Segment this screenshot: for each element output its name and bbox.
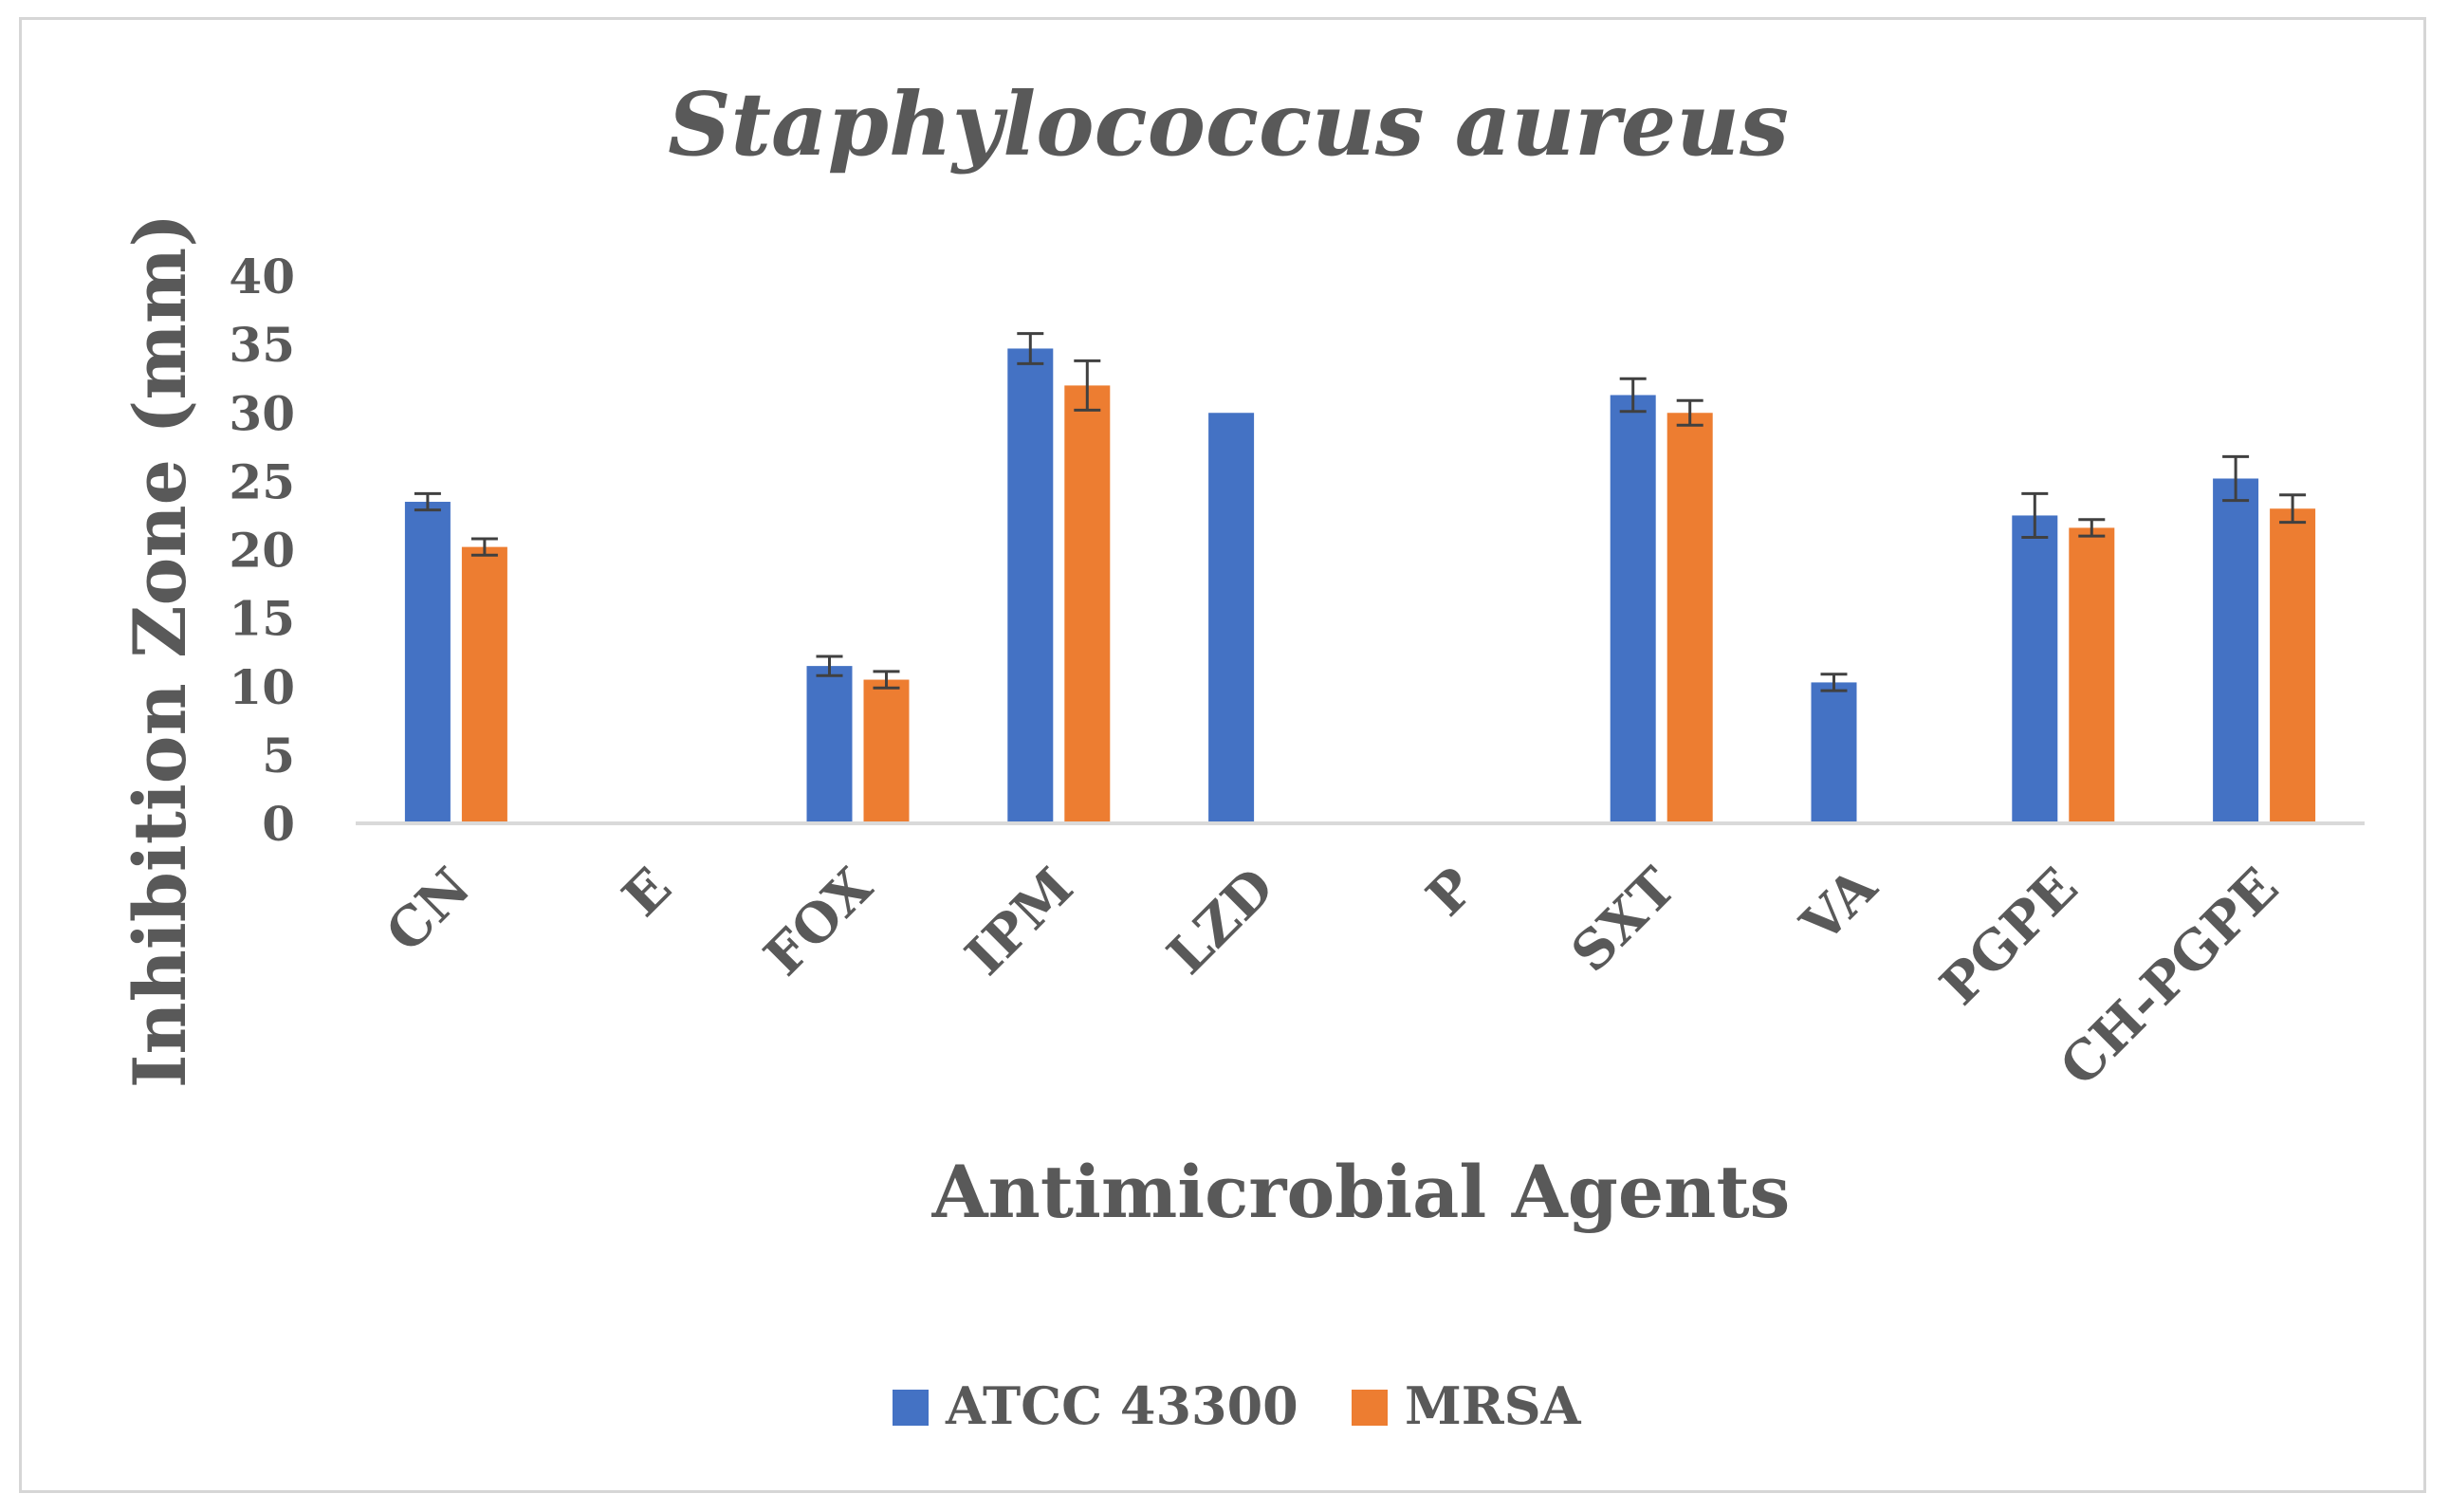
error-bar-atcc-43300-fox — [816, 655, 843, 677]
y-tick-label: 15 — [229, 591, 295, 647]
bar-atcc-43300-sxt — [1610, 395, 1656, 823]
y-tick-label: 30 — [229, 385, 295, 441]
legend: ATCC 43300 MRSA — [893, 1375, 1582, 1436]
x-tick-label: P — [1414, 856, 1486, 928]
x-tick-label: VA — [1789, 855, 1890, 956]
bar-atcc-43300-ch-pgpe — [2213, 478, 2259, 823]
error-bar-atcc-43300-va — [1820, 673, 1848, 692]
x-axis-title: Antimicrobial Agents — [931, 1150, 1791, 1234]
bar-mrsa-ipm — [1064, 385, 1111, 823]
error-bar-mrsa-pgpe — [2078, 518, 2106, 538]
bar-mrsa-cn — [461, 546, 507, 823]
chart-frame: Staphylococcus aureus Inhibition Zone (m… — [19, 17, 2426, 1493]
bars — [404, 348, 2316, 823]
x-tick-label: PGPE — [1928, 856, 2090, 1017]
x-tick-label: CN — [374, 856, 482, 964]
legend-swatch — [1352, 1390, 1388, 1426]
error-bar-mrsa-sxt — [1676, 398, 1703, 427]
error-bar-mrsa-fox — [873, 670, 900, 690]
x-tick-label: CH-PGPE — [2048, 856, 2291, 1098]
legend-label: MRSA — [1405, 1375, 1582, 1436]
legend-swatch — [893, 1390, 929, 1426]
legend-label: ATCC 43300 — [945, 1375, 1298, 1436]
error-bar-mrsa-cn — [470, 537, 498, 557]
y-axis-title: Inhibition Zone (mm) — [118, 213, 202, 1088]
error-bars — [414, 332, 2307, 692]
x-tick-label: FOX — [752, 856, 885, 988]
chart-title: Staphylococcus aureus — [668, 73, 1789, 175]
bar-chart: Staphylococcus aureus Inhibition Zone (m… — [118, 73, 2365, 1436]
bar-mrsa-sxt — [1666, 413, 1713, 823]
error-bar-atcc-43300-ch-pgpe — [2222, 454, 2250, 503]
y-tick-label: 0 — [262, 796, 295, 852]
y-tick-labels: 0 5 10 15 20 25 30 35 40 — [229, 249, 295, 852]
x-tick-label: LZD — [1155, 856, 1286, 986]
x-tick-label: IPM — [953, 856, 1085, 987]
x-tick-label: SXT — [1559, 856, 1688, 985]
y-tick-label: 20 — [229, 523, 295, 579]
y-tick-label: 35 — [229, 317, 295, 373]
bar-atcc-43300-pgpe — [2012, 515, 2058, 823]
bar-atcc-43300-lzd — [1208, 413, 1255, 823]
bar-atcc-43300-fox — [806, 666, 853, 823]
error-bar-atcc-43300-cn — [414, 491, 441, 512]
x-tick-label: E — [611, 856, 684, 929]
y-tick-label: 10 — [229, 659, 295, 715]
bar-atcc-43300-ipm — [1007, 348, 1054, 823]
y-tick-label: 25 — [229, 453, 295, 509]
bar-mrsa-ch-pgpe — [2270, 508, 2316, 823]
error-bar-atcc-43300-sxt — [1619, 377, 1647, 414]
error-bar-mrsa-ch-pgpe — [2279, 493, 2307, 525]
bar-mrsa-pgpe — [2069, 527, 2115, 823]
bar-mrsa-fox — [863, 679, 910, 823]
error-bar-atcc-43300-pgpe — [2021, 491, 2049, 540]
bar-atcc-43300-cn — [404, 502, 451, 823]
y-tick-label: 40 — [229, 249, 295, 304]
error-bar-atcc-43300-ipm — [1017, 332, 1044, 365]
bar-atcc-43300-va — [1811, 682, 1857, 823]
y-tick-label: 5 — [262, 728, 295, 784]
error-bar-mrsa-ipm — [1074, 359, 1101, 412]
